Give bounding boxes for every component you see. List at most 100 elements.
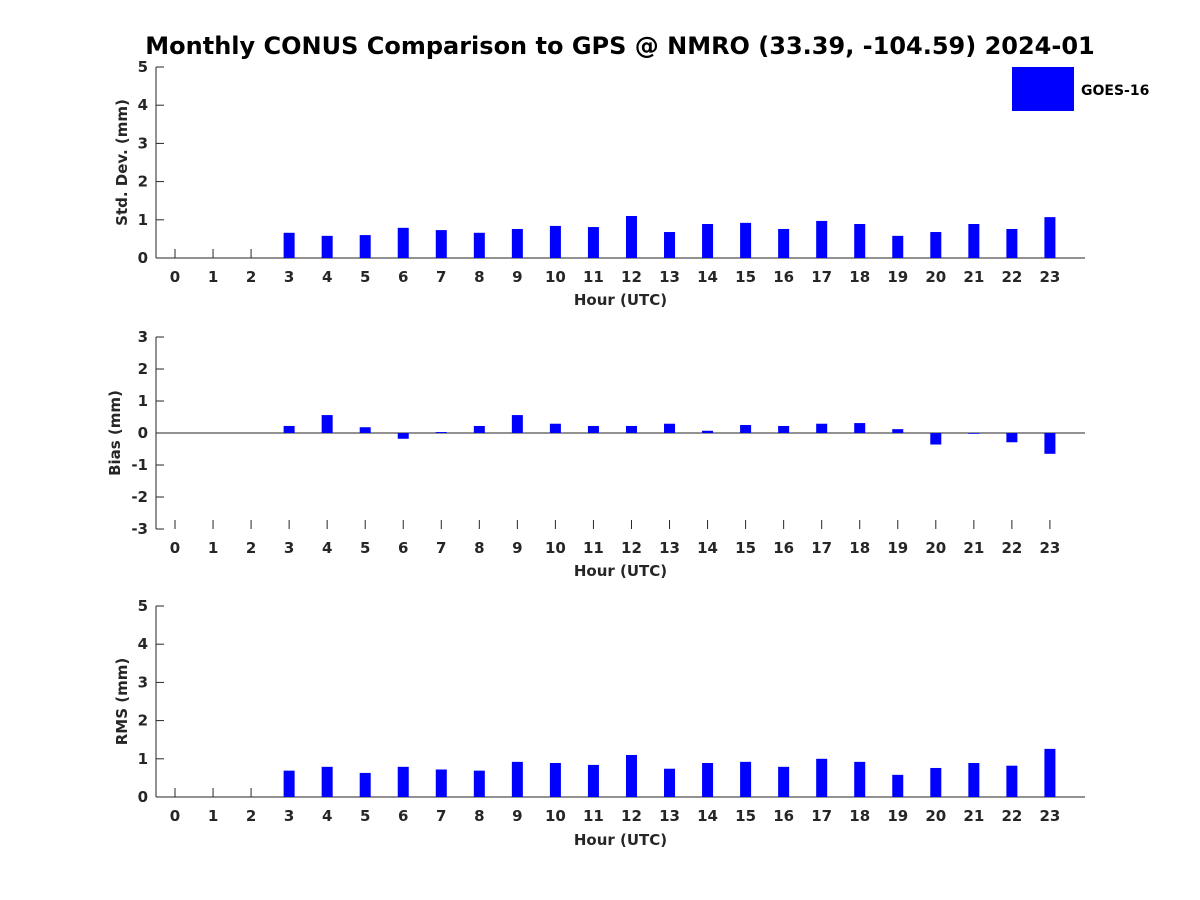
rms-bar-hour-10: [549, 763, 561, 797]
std-dev-x-tick-label: 16: [773, 268, 794, 286]
bias-x-tick-label: 0: [170, 539, 180, 557]
legend: GOES-16: [1012, 67, 1149, 111]
std-dev-x-tick-label: 3: [284, 268, 294, 286]
bias-x-tick-label: 12: [621, 539, 642, 557]
std-dev-bar-hour-3: [283, 232, 295, 258]
std-dev-x-axis-label: Hour (UTC): [574, 291, 667, 309]
bias-bar-hour-18: [854, 423, 866, 433]
bias-x-tick-label: 22: [1001, 539, 1022, 557]
std-dev-bar-hour-14: [702, 224, 714, 258]
bias-y-tick-label: 3: [138, 328, 148, 346]
bias-bar-hour-15: [740, 425, 752, 433]
rms-y-tick-label: 1: [138, 750, 148, 768]
rms-x-axis-label: Hour (UTC): [574, 831, 667, 849]
bias-y-tick-label: -2: [131, 488, 148, 506]
std-dev-x-tick-label: 10: [545, 268, 566, 286]
rms-x-tick-label: 19: [887, 807, 908, 825]
bias-bar-hour-3: [283, 425, 295, 433]
rms-bar-hour-18: [854, 761, 866, 797]
bias-bar-hour-11: [587, 425, 599, 433]
std-dev-x-tick-label: 4: [322, 268, 332, 286]
rms-bar-hour-17: [816, 758, 828, 797]
std-dev-x-tick-label: 22: [1001, 268, 1022, 286]
bias-y-axis-label: Bias (mm): [106, 390, 124, 476]
std-dev-x-tick-label: 7: [436, 268, 446, 286]
bias-y-tick-label: -3: [131, 520, 148, 538]
rms-bar-hour-13: [664, 768, 676, 797]
std-dev-x-tick-label: 0: [170, 268, 180, 286]
std-dev-x-tick-label: 5: [360, 268, 370, 286]
std-dev-bar-hour-15: [740, 222, 752, 258]
rms-x-tick-label: 8: [474, 807, 484, 825]
std-dev-bar-hour-18: [854, 224, 866, 258]
std-dev-bar-hour-5: [359, 235, 371, 258]
rms-x-tick-label: 5: [360, 807, 370, 825]
std-dev-x-tick-label: 9: [512, 268, 522, 286]
rms-bar-hour-4: [321, 766, 333, 797]
std-dev-x-tick-label: 2: [246, 268, 256, 286]
rms-x-tick-label: 16: [773, 807, 794, 825]
rms-y-tick-label: 2: [138, 712, 148, 730]
std-dev-bar-hour-7: [435, 230, 447, 258]
std-dev-x-tick-label: 20: [925, 268, 946, 286]
std-dev-x-tick-label: 18: [849, 268, 870, 286]
bias-bar-hour-16: [778, 425, 790, 433]
bias-x-tick-label: 9: [512, 539, 522, 557]
std-dev-bar-hour-17: [816, 220, 828, 258]
std-dev-bar-hour-20: [930, 232, 942, 258]
std-dev-bar-hour-16: [778, 228, 790, 258]
rms-bar-hour-15: [740, 761, 752, 797]
std-dev-x-tick-label: 8: [474, 268, 484, 286]
legend-label-goes-16: GOES-16: [1081, 83, 1149, 99]
rms-x-tick-label: 9: [512, 807, 522, 825]
bias-bar-hour-12: [625, 425, 637, 433]
bias-x-tick-label: 14: [697, 539, 718, 557]
rms-x-tick-label: 22: [1001, 807, 1022, 825]
std-dev-x-tick-label: 19: [887, 268, 908, 286]
bias-bar-hour-21: [968, 433, 980, 434]
bias-bar-hour-19: [892, 429, 904, 433]
rms-bar-hour-8: [473, 770, 485, 797]
bias-bar-hour-20: [930, 433, 942, 445]
bias-x-tick-label: 5: [360, 539, 370, 557]
rms-x-tick-label: 3: [284, 807, 294, 825]
std-dev-bar-hour-4: [321, 235, 333, 258]
std-dev-y-tick-label: 1: [138, 211, 148, 229]
bias-x-tick-label: 18: [849, 539, 870, 557]
std-dev-bar-hour-11: [587, 227, 599, 258]
bias-x-tick-label: 20: [925, 539, 946, 557]
rms-x-tick-label: 14: [697, 807, 718, 825]
std-dev-x-tick-label: 6: [398, 268, 408, 286]
std-dev-bar-hour-8: [473, 232, 485, 258]
bias-x-tick-label: 6: [398, 539, 408, 557]
rms-bar-hour-6: [397, 766, 409, 797]
rms-x-tick-label: 10: [545, 807, 566, 825]
std-dev-x-tick-label: 11: [583, 268, 604, 286]
rms-bar-hour-9: [511, 761, 523, 797]
rms-bar-hour-20: [930, 767, 942, 797]
legend-swatch-goes-16: [1012, 67, 1074, 111]
std-dev-y-tick-label: 0: [138, 249, 148, 267]
bias-x-tick-label: 16: [773, 539, 794, 557]
bias-bar-hour-23: [1044, 433, 1056, 454]
std-dev-bar-hour-22: [1006, 228, 1018, 258]
rms-x-tick-label: 23: [1039, 807, 1060, 825]
bias-bar-hour-9: [511, 415, 523, 433]
bias-bar-hour-7: [435, 432, 447, 433]
rms-y-tick-label: 5: [138, 597, 148, 615]
std-dev-bar-hour-13: [664, 232, 676, 258]
bias-bar-hour-22: [1006, 433, 1018, 443]
std-dev-y-tick-label: 5: [138, 58, 148, 76]
rms-x-tick-label: 1: [208, 807, 218, 825]
figure-title: Monthly CONUS Comparison to GPS @ NMRO (…: [145, 32, 1094, 60]
rms-y-tick-label: 4: [138, 635, 148, 653]
bias-x-tick-label: 3: [284, 539, 294, 557]
rms-bar-hour-16: [778, 766, 790, 797]
std-dev-y-axis-label: Std. Dev. (mm): [113, 99, 131, 226]
bias-x-tick-label: 11: [583, 539, 604, 557]
bias-x-tick-label: 17: [811, 539, 832, 557]
bias-x-tick-label: 4: [322, 539, 332, 557]
